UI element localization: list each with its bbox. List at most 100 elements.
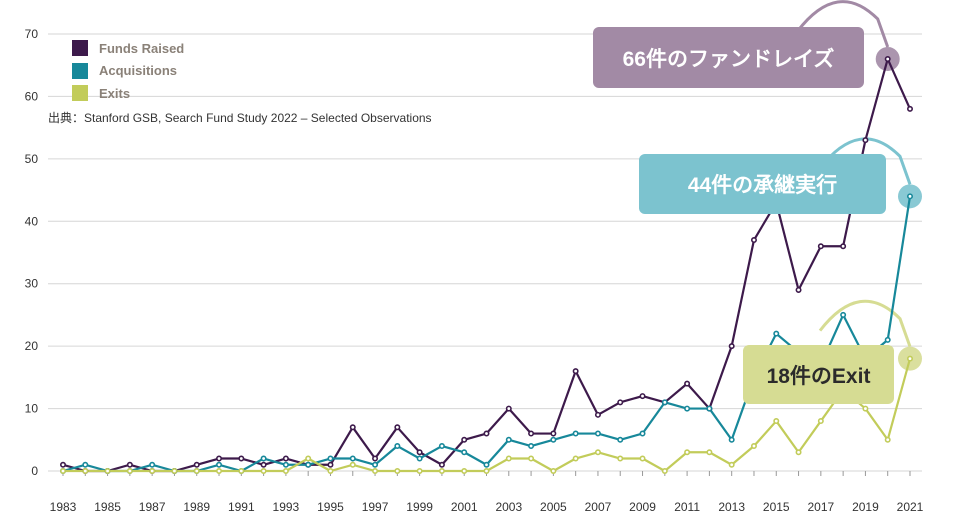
data-point — [728, 436, 735, 443]
data-point — [706, 405, 713, 412]
x-tick-label: 1989 — [183, 500, 210, 514]
data-point — [327, 467, 334, 474]
data-point — [416, 455, 423, 462]
data-point — [305, 455, 312, 462]
data-point — [394, 467, 401, 474]
legend-label: Funds Raised — [99, 40, 185, 56]
data-point — [550, 467, 557, 474]
data-point — [238, 455, 245, 462]
data-point — [349, 455, 356, 462]
callout-exits: 18件のExit — [743, 345, 894, 404]
y-tick-label: 0 — [31, 464, 38, 478]
data-point — [394, 424, 401, 431]
data-point — [795, 286, 802, 293]
data-point — [661, 399, 668, 406]
x-tick-label: 1997 — [362, 500, 389, 514]
legend-item-acquisitions: Acquisitions — [72, 60, 184, 83]
legend-item-funds-raised: Funds Raised — [72, 37, 184, 60]
data-point — [661, 467, 668, 474]
data-point — [349, 424, 356, 431]
data-point — [817, 243, 824, 250]
y-axis-ticks: 0 10 20 30 40 50 60 70 — [25, 27, 39, 478]
data-point — [862, 405, 869, 412]
y-tick-label: 50 — [25, 152, 39, 166]
data-point — [684, 449, 691, 456]
data-point — [840, 311, 847, 318]
data-point — [684, 405, 691, 412]
data-point — [528, 443, 535, 450]
data-point — [594, 411, 601, 418]
data-point — [550, 430, 557, 437]
y-tick-label: 30 — [25, 277, 39, 291]
legend-label: Acquisitions — [99, 63, 178, 79]
data-point — [216, 461, 223, 468]
data-point — [617, 455, 624, 462]
data-point — [282, 461, 289, 468]
data-point — [884, 336, 891, 343]
legend-swatch — [72, 85, 88, 102]
data-point — [104, 467, 111, 474]
x-tick-label: 1985 — [94, 500, 121, 514]
data-point — [260, 461, 267, 468]
data-point — [82, 467, 89, 474]
data-point — [260, 455, 267, 462]
data-point — [617, 399, 624, 406]
data-point — [438, 461, 445, 468]
y-tick-label: 60 — [25, 89, 39, 103]
data-point — [617, 436, 624, 443]
data-point — [483, 467, 490, 474]
x-tick-label: 1987 — [139, 500, 166, 514]
data-point — [461, 467, 468, 474]
data-point — [82, 461, 89, 468]
legend-item-exits: Exits — [72, 82, 184, 105]
y-tick-label: 20 — [25, 339, 39, 353]
data-point — [416, 449, 423, 456]
data-point — [282, 455, 289, 462]
legend: Funds Raised Acquisitions Exits — [72, 37, 184, 105]
legend-swatch — [72, 40, 88, 57]
data-point — [126, 467, 133, 474]
data-point — [305, 461, 312, 468]
data-point — [906, 355, 913, 362]
data-point — [171, 467, 178, 474]
x-tick-label: 2015 — [763, 500, 790, 514]
data-point — [773, 418, 780, 425]
data-point — [572, 430, 579, 437]
x-tick-label: 2011 — [674, 500, 700, 514]
x-tick-label: 1995 — [317, 500, 344, 514]
data-point — [572, 368, 579, 375]
data-point — [639, 430, 646, 437]
data-point — [282, 467, 289, 474]
y-tick-label: 10 — [25, 402, 39, 416]
data-point — [461, 449, 468, 456]
series-points — [59, 55, 913, 474]
data-point — [483, 430, 490, 437]
data-point — [216, 467, 223, 474]
x-tick-label: 2021 — [897, 500, 924, 514]
data-point — [372, 461, 379, 468]
y-tick-label: 40 — [25, 214, 39, 228]
data-point — [193, 461, 200, 468]
data-point — [216, 455, 223, 462]
data-point — [505, 436, 512, 443]
data-point — [349, 461, 356, 468]
data-point — [238, 467, 245, 474]
data-point — [728, 343, 735, 350]
y-tick-label: 70 — [25, 27, 39, 41]
data-point — [438, 467, 445, 474]
data-point — [260, 467, 267, 474]
data-point — [594, 430, 601, 437]
data-point — [394, 443, 401, 450]
data-point — [728, 461, 735, 468]
data-point — [327, 455, 334, 462]
data-point — [750, 237, 757, 244]
data-point — [149, 461, 156, 468]
data-point — [594, 449, 601, 456]
x-tick-label: 2013 — [718, 500, 745, 514]
data-point — [505, 455, 512, 462]
x-axis: 1983 1985 1987 1989 1991 1993 1995 1997 1999 2001… — [50, 471, 924, 514]
x-tick-label: 1999 — [406, 500, 433, 514]
data-point — [505, 405, 512, 412]
x-tick-label: 1991 — [228, 500, 255, 514]
